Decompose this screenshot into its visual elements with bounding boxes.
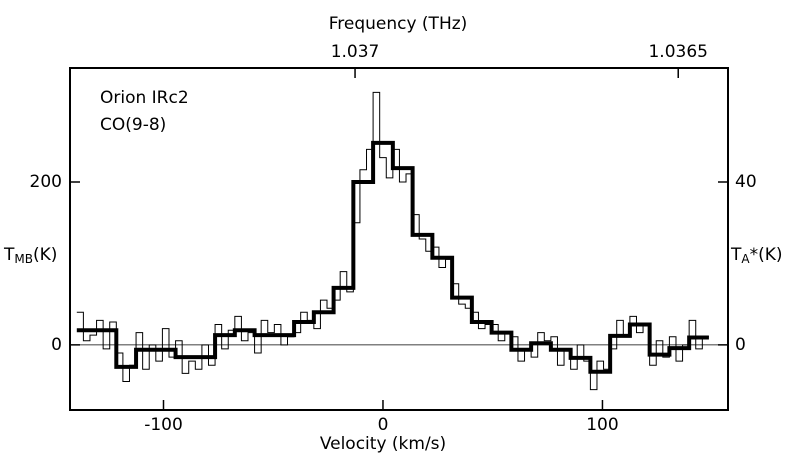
y2-tick-label: 40 [735, 172, 757, 192]
x-tick-label: -100 [144, 415, 183, 435]
y2-axis-label: TA*(K) [730, 245, 783, 266]
spectrum-line [76, 91, 709, 391]
y2-tick-label: 0 [735, 335, 746, 355]
x-axis-label: Velocity (km/s) [320, 434, 446, 454]
spectrum-line [76, 140, 709, 374]
annotation: CO(9-8) [100, 115, 166, 135]
y-axis-label: TMB(K) [3, 245, 57, 266]
x2-tick-label: 1.037 [331, 42, 380, 62]
annotation: Orion IRc2 [100, 88, 189, 108]
x-tick-label: 100 [586, 415, 618, 435]
y-tick-label: 0 [51, 335, 62, 355]
plot-frame [69, 67, 729, 411]
x-tick-label: 0 [378, 415, 389, 435]
x2-tick-label: 1.0365 [648, 42, 707, 62]
y-tick-label: 200 [30, 172, 62, 192]
x2-axis-label: Frequency (THz) [329, 14, 468, 34]
